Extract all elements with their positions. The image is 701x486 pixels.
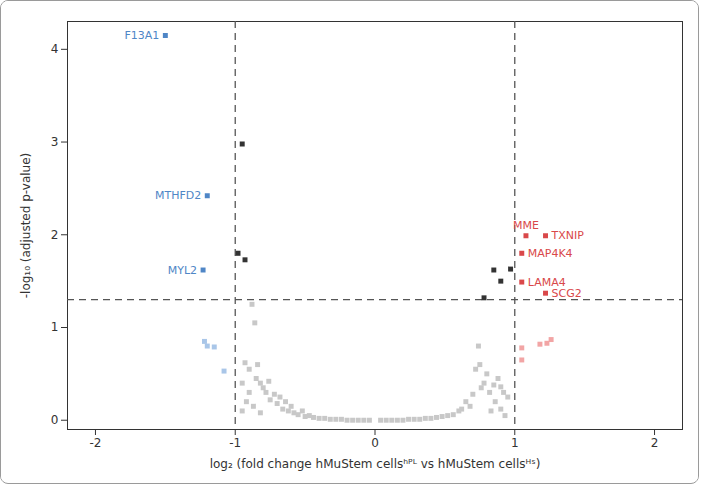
svg-text:log₂ (fold change hMuStem cell: log₂ (fold change hMuStem cellsʰᴾᴸ vs hM… [210, 457, 541, 471]
svg-text:MAP4K4: MAP4K4 [528, 247, 573, 260]
svg-text:MTHFD2: MTHFD2 [155, 189, 201, 202]
svg-text:2: 2 [651, 436, 659, 450]
svg-text:TXNIP: TXNIP [551, 229, 585, 242]
svg-text:0: 0 [51, 413, 59, 427]
svg-text:-log₁₀ (adjusted p-value): -log₁₀ (adjusted p-value) [19, 153, 33, 299]
svg-text:4: 4 [51, 42, 59, 56]
svg-text:3: 3 [51, 135, 59, 149]
svg-text:SCG2: SCG2 [552, 287, 582, 300]
svg-text:F13A1: F13A1 [124, 29, 159, 42]
svg-text:0: 0 [371, 436, 379, 450]
svg-text:LAMA4: LAMA4 [527, 275, 566, 289]
svg-text:1: 1 [51, 320, 59, 334]
svg-text:MME: MME [513, 219, 539, 232]
svg-text:-2: -2 [89, 436, 101, 450]
svg-text:MYL2: MYL2 [168, 264, 197, 277]
svg-text:1: 1 [511, 436, 519, 450]
svg-text:-1: -1 [229, 436, 241, 450]
svg-text:2: 2 [51, 228, 59, 242]
